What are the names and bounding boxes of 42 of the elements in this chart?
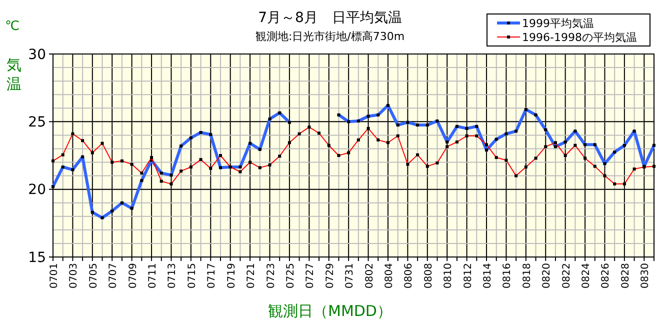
x-tick-label: 0721 [246,263,258,288]
x-tick-label: 0830 [640,263,652,288]
y-axis-title: 気温 [6,56,22,93]
x-axis-title: 観測日（MMDD） [268,302,392,320]
x-tick-label: 0715 [186,263,198,288]
x-tick-label: 0812 [462,263,474,288]
x-tick-label: 0723 [266,263,277,288]
legend-label: 1996-1998の平均気温 [522,30,637,44]
x-tick-label: 0808 [423,263,434,288]
x-tick-label: 0806 [404,263,415,288]
y-tick-label: 30 [28,46,46,63]
chart-title: 7月～8月 日平均気温 [258,10,402,26]
x-tick-label: 0713 [167,263,178,288]
text: ℃ [5,19,20,34]
chart-subtitle: 観測地:日光市街地/標高730m [255,30,405,43]
x-tick-label: 0719 [226,263,238,288]
x-tick-label: 0705 [88,263,100,288]
x-tick-label: 0818 [522,263,533,288]
x-tick-label: 0802 [364,263,376,288]
x-tick-label: 0709 [128,263,139,288]
x-tick-label: 0703 [68,263,80,288]
x-tick-label: 0711 [148,263,159,288]
x-tick-label: 0727 [305,263,316,288]
x-tick-label: 0707 [108,263,120,288]
x-tick-label: 0820 [542,263,553,288]
x-tick-label: 0826 [600,263,612,288]
x-tick-label: 0701 [49,263,60,288]
x-tick-label: 0725 [285,263,296,288]
y-tick-label: 15 [28,250,46,266]
x-tick-label: 0731 [344,263,356,288]
legend-label: 1999平均気温 [522,16,594,30]
y-tick-label: 25 [28,114,46,131]
x-tick-label: 0828 [620,263,632,288]
x-tick-label: 0816 [502,263,514,288]
x-tick-label: 0822 [561,263,572,288]
x-tick-label: 0810 [443,263,454,288]
x-tick-label: 0804 [384,263,395,288]
x-tick-label: 0814 [482,263,494,288]
x-tick-label: 0729 [324,263,336,288]
x-tick-label: 0717 [206,263,218,288]
x-tick-label: 0824 [581,263,592,288]
y-tick-label: 20 [28,182,46,198]
